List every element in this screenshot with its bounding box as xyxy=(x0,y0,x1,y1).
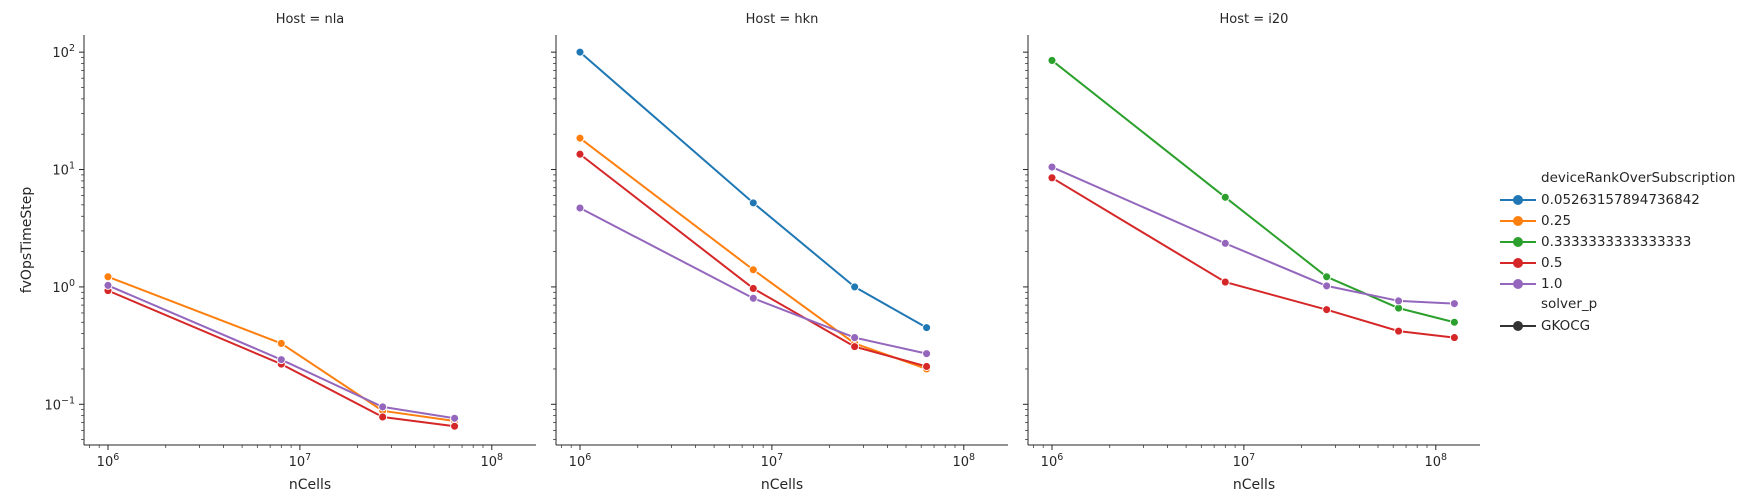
data-point xyxy=(850,342,860,352)
series-line xyxy=(579,207,927,355)
data-point xyxy=(850,282,860,292)
legend-label-5: 1.0 xyxy=(1541,275,1563,292)
series-line xyxy=(1051,176,1455,339)
x-tick-label: 107 xyxy=(289,452,312,470)
data-point xyxy=(850,333,860,343)
data-point xyxy=(748,265,758,275)
data-point xyxy=(748,293,758,303)
data-point xyxy=(1220,277,1230,287)
data-point xyxy=(1449,299,1459,309)
data-point xyxy=(450,421,460,431)
x-tick-label: 108 xyxy=(480,452,503,470)
legend-marker-1 xyxy=(1513,194,1523,205)
data-point xyxy=(575,203,585,213)
panel-title: Host = i20 xyxy=(1220,12,1289,27)
x-tick-label: 107 xyxy=(1233,452,1256,470)
legend-swatch-3 xyxy=(1500,236,1536,247)
legend-marker-style-1 xyxy=(1513,320,1523,331)
legend-label-2: 0.25 xyxy=(1541,212,1572,229)
data-point xyxy=(748,284,758,293)
x-tick-label: 106 xyxy=(1041,452,1064,470)
data-point xyxy=(575,149,585,159)
legend-style-title: solver_p xyxy=(1541,296,1598,312)
x-tick-label: 107 xyxy=(761,452,784,470)
x-tick-label: 108 xyxy=(1424,452,1447,470)
series-line xyxy=(1051,166,1455,305)
data-point xyxy=(378,412,388,422)
legend-label-style-1: GKOCG xyxy=(1541,317,1591,334)
data-point xyxy=(1449,333,1459,343)
data-point xyxy=(1322,272,1332,282)
data-point xyxy=(1322,305,1332,315)
x-tick-label: 106 xyxy=(569,452,592,470)
panel-nla: Host = nla 106 107 108 10−1 100 101 102 nCells fv… xyxy=(19,12,536,493)
data-point xyxy=(575,133,585,143)
series-line xyxy=(107,275,455,423)
y-tick-label: 100 xyxy=(52,278,75,296)
legend-swatch-2 xyxy=(1500,215,1536,226)
data-point xyxy=(276,355,286,365)
data-point xyxy=(575,47,585,57)
data-point xyxy=(1220,192,1230,202)
legend-entry-3: 0.3333333333333333 xyxy=(1500,231,1750,252)
data-point xyxy=(922,323,932,333)
legend-marker-2 xyxy=(1513,215,1523,226)
panel-title: Host = nla xyxy=(276,12,345,27)
legend-marker-4 xyxy=(1513,257,1523,268)
legend-entry-1: 0.05263157894736842 xyxy=(1500,189,1750,210)
y-axis-label: fvOpsTimeStep xyxy=(19,187,35,294)
data-point xyxy=(1220,238,1230,248)
legend-swatch-5 xyxy=(1500,278,1536,289)
data-point xyxy=(276,338,286,348)
data-point xyxy=(103,280,113,290)
data-point xyxy=(748,198,758,208)
x-axis-label: nCells xyxy=(761,477,803,493)
data-point xyxy=(922,362,932,371)
x-tick-label: 108 xyxy=(952,452,975,470)
data-point xyxy=(1322,281,1332,291)
legend-label-3: 0.3333333333333333 xyxy=(1541,233,1692,250)
legend-hue-title: deviceRankOverSubscription xyxy=(1541,170,1736,186)
series-line xyxy=(579,51,928,329)
data-point xyxy=(1047,173,1057,183)
legend-entry-5: 1.0 xyxy=(1500,273,1750,294)
data-point xyxy=(1394,296,1404,306)
y-tick-label: 10−1 xyxy=(44,395,75,413)
x-tick-label: 106 xyxy=(97,452,120,470)
data-point xyxy=(1047,162,1057,172)
legend-swatch-1 xyxy=(1500,194,1536,205)
legend-label-4: 0.5 xyxy=(1541,254,1563,271)
data-point xyxy=(1449,317,1459,327)
series-line xyxy=(107,289,455,428)
y-tick-label: 101 xyxy=(52,161,75,179)
legend: deviceRankOverSubscription 0.05263157894… xyxy=(1500,168,1750,336)
legend-entry-style-1: GKOCG xyxy=(1500,315,1750,336)
panel-i20: Host = i20 106 107 108 nCells xyxy=(1023,12,1480,493)
legend-swatch-4 xyxy=(1500,257,1536,268)
x-axis-label: nCells xyxy=(1233,477,1275,493)
data-point xyxy=(103,272,113,282)
legend-marker-3 xyxy=(1513,236,1523,247)
series-line xyxy=(1051,59,1455,324)
legend-entry-4: 0.5 xyxy=(1500,252,1750,273)
legend-entry-2: 0.25 xyxy=(1500,210,1750,231)
data-point xyxy=(1047,55,1057,65)
data-point xyxy=(450,413,460,423)
legend-swatch-style-1 xyxy=(1500,320,1536,331)
data-point xyxy=(1394,326,1404,336)
x-axis-label: nCells xyxy=(289,477,331,493)
series-line xyxy=(579,153,927,368)
y-tick-label: 102 xyxy=(52,43,75,61)
data-point xyxy=(378,402,388,412)
panel-hkn: Host = hkn 106 107 108 nCells xyxy=(551,12,1008,493)
legend-label-1: 0.05263157894736842 xyxy=(1541,191,1700,208)
data-point xyxy=(922,349,932,359)
series-line xyxy=(107,284,455,420)
panel-title: Host = hkn xyxy=(746,12,819,27)
series-line xyxy=(579,137,927,370)
legend-marker-5 xyxy=(1513,278,1523,289)
